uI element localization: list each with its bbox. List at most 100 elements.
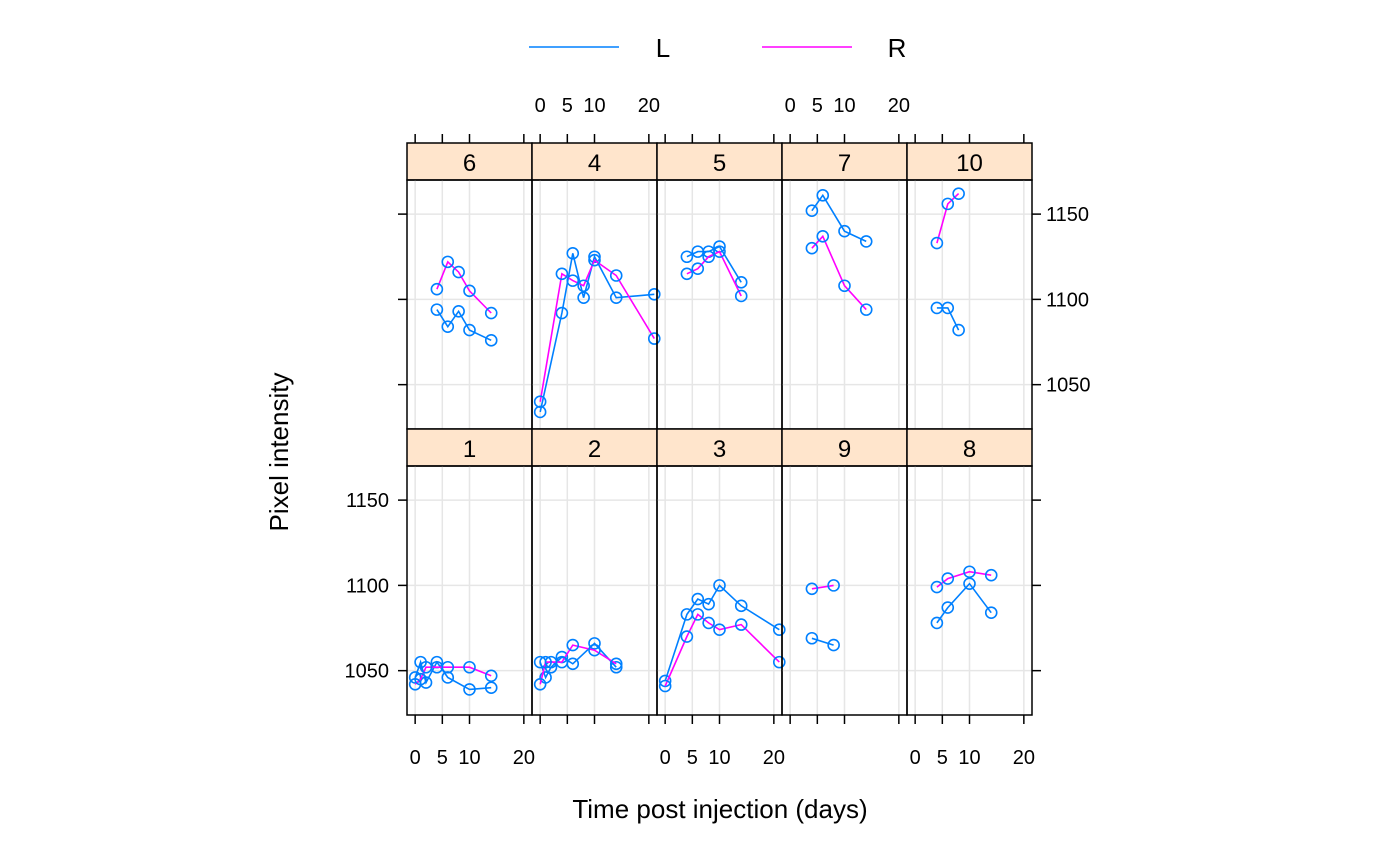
data-point	[930, 616, 944, 630]
series-line-R	[664, 613, 780, 687]
data-point	[430, 303, 444, 316]
axes: 0 5 10 200 5 10 200 5 10 200 5 10 200 5 10 201050110011…	[345, 95, 1091, 769]
series-L	[805, 631, 840, 652]
series-L	[930, 577, 998, 630]
data-point	[588, 637, 601, 650]
data-point	[680, 250, 694, 264]
data-point	[941, 197, 955, 211]
series-line-L	[436, 309, 492, 342]
data-point	[816, 189, 830, 202]
panel-grid	[907, 466, 1032, 715]
data-point	[441, 320, 455, 333]
data-point	[588, 253, 601, 267]
data-point	[463, 323, 476, 337]
data-point	[816, 229, 830, 243]
series-line-R	[686, 250, 742, 297]
x-tick-label: 10	[958, 747, 980, 769]
series-L	[430, 303, 498, 347]
data-point	[533, 678, 547, 691]
panel-grid	[532, 180, 657, 429]
data-point	[463, 683, 476, 696]
series-line-R	[539, 258, 655, 402]
panel-strip-label: 6	[463, 150, 476, 177]
panel-strip	[781, 428, 908, 467]
series-line-R	[936, 193, 960, 244]
data-point	[827, 638, 840, 652]
series-R	[533, 638, 623, 691]
x-tick-label: 20	[513, 747, 535, 769]
x-tick-label: 0	[785, 95, 796, 117]
series-L	[658, 579, 786, 688]
data-point	[658, 674, 672, 688]
data-point	[484, 306, 498, 320]
panel-strip-label: 10	[956, 150, 983, 177]
data-point	[805, 631, 819, 645]
panel-grid	[782, 180, 907, 429]
x-tick-label: 0	[660, 747, 671, 769]
panel-9: 9	[781, 428, 908, 716]
data-point	[647, 287, 661, 301]
data-point	[463, 660, 476, 674]
data-point	[430, 282, 444, 296]
panel-strip	[906, 428, 1033, 467]
x-tick-label: 20	[763, 747, 785, 769]
panel-grid	[907, 180, 1032, 429]
data-point	[827, 579, 840, 592]
x-tick-label: 0	[410, 747, 421, 769]
legend-label-R: R	[888, 33, 907, 63]
panel-grid	[407, 466, 532, 715]
data-point	[647, 332, 661, 345]
x-tick-label: 20	[1013, 747, 1035, 769]
data-point	[555, 306, 569, 320]
data-point	[555, 655, 569, 669]
panel-3: 3	[656, 428, 786, 716]
series-L	[930, 301, 965, 337]
legend-entry-R: R	[762, 33, 906, 63]
data-point	[952, 187, 965, 200]
y-tick-label: 1050	[1046, 375, 1091, 397]
data-point	[859, 235, 873, 248]
data-point	[984, 606, 998, 619]
y-axis-title: Pixel intensity	[264, 373, 294, 532]
panel-10: 10	[906, 142, 1033, 430]
series-R	[430, 255, 498, 320]
y-tick-label: 1050	[345, 661, 390, 683]
data-point	[963, 565, 976, 579]
series-R	[408, 660, 498, 691]
data-point	[691, 592, 705, 606]
panel-7: 7	[781, 142, 908, 430]
data-point	[566, 274, 580, 287]
panel-strip	[781, 142, 908, 181]
data-point	[805, 204, 819, 217]
y-tick-label: 1150	[1046, 204, 1089, 226]
data-point	[577, 291, 590, 304]
panel-4: 4	[531, 142, 661, 430]
data-point	[484, 334, 498, 347]
data-point	[609, 660, 623, 674]
data-point	[702, 597, 715, 611]
data-point	[859, 303, 873, 316]
data-point	[441, 255, 455, 269]
panel-strip	[656, 142, 783, 181]
x-tick-label: 0	[910, 747, 921, 769]
series-line-L	[664, 584, 780, 682]
series-R	[680, 245, 748, 303]
x-tick-label: 5	[687, 747, 698, 769]
series-line-L	[811, 637, 834, 646]
data-point	[838, 224, 851, 238]
data-point	[772, 623, 786, 637]
legend-label-L: L	[656, 33, 670, 63]
data-point	[805, 241, 819, 255]
data-point	[702, 250, 715, 264]
data-point	[930, 580, 944, 594]
series-R	[805, 229, 873, 316]
data-point	[452, 265, 465, 279]
data-point	[680, 267, 694, 281]
data-point	[772, 655, 786, 669]
panels: 6 4 5 7 10 1 2 3 9 8	[406, 142, 1033, 716]
data-point	[609, 269, 623, 282]
series-line-R	[436, 260, 492, 314]
data-point	[588, 250, 601, 264]
data-point	[609, 291, 623, 304]
data-point	[691, 262, 705, 275]
